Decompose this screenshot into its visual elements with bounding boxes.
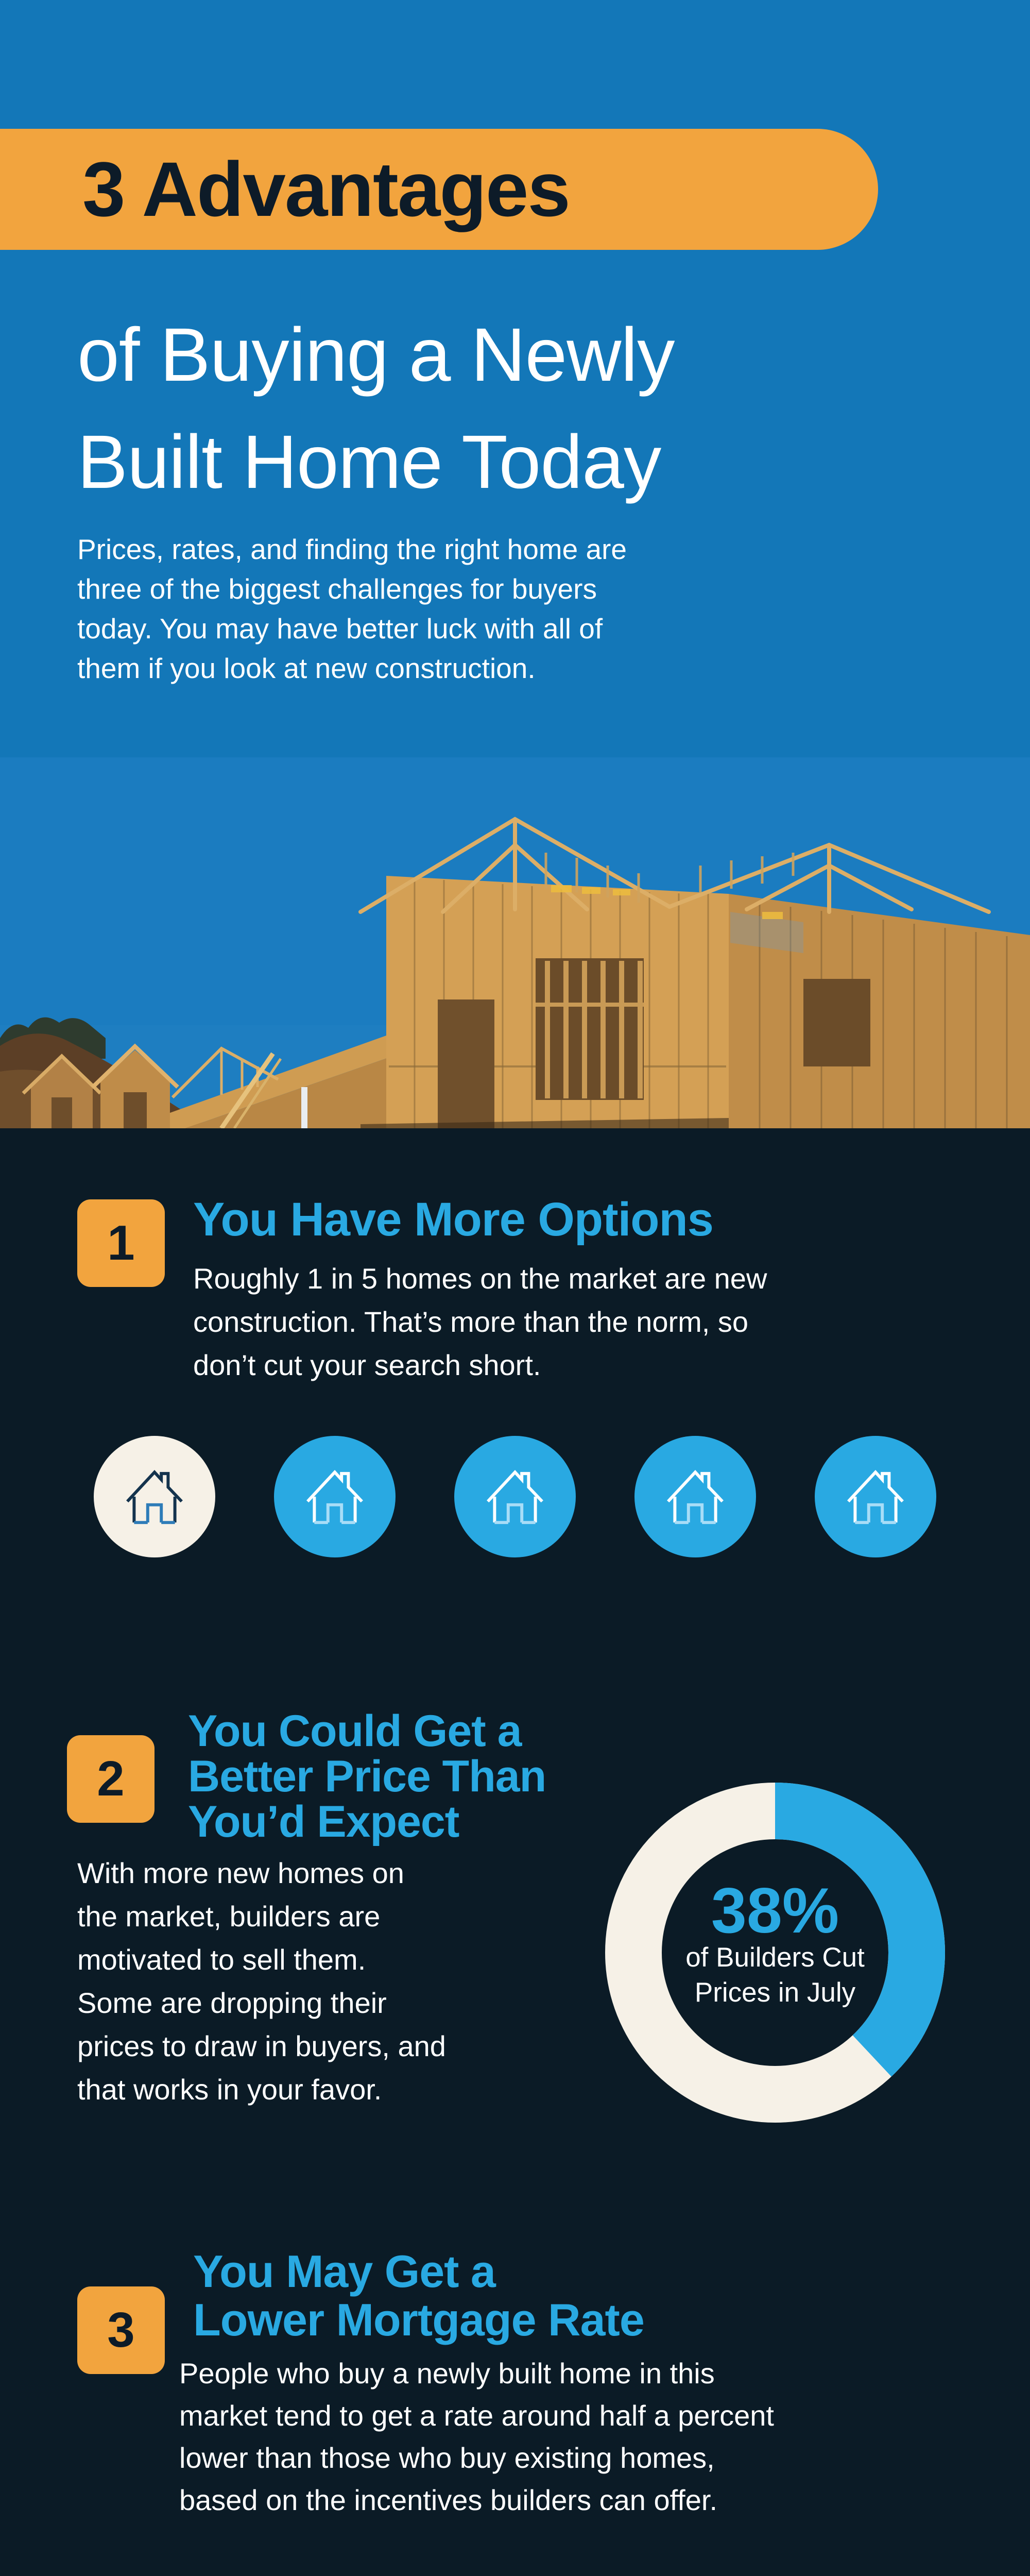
- section-1-heading: You Have More Options: [193, 1193, 714, 1246]
- house-icon: [306, 1470, 363, 1524]
- section-1-body-line: Roughly 1 in 5 homes on the market are n…: [193, 1262, 767, 1295]
- page-title: of Buying a Newly Built Home Today: [77, 301, 675, 516]
- section-3-heading: You May Get a Lower Mortgage Rate: [193, 2246, 645, 2345]
- one-in-five-homes-graphic: [94, 1436, 936, 1557]
- home-circle-highlighted: [94, 1436, 215, 1557]
- section-3-heading-line: You May Get a: [193, 2246, 496, 2297]
- donut-value: 38%: [711, 1875, 839, 1946]
- builders-cut-prices-donut-chart: [605, 1783, 945, 2123]
- section-3-body-line: market tend to get a rate around half a …: [179, 2399, 774, 2432]
- donut-caption-line: of Builders Cut: [685, 1942, 865, 1973]
- house-icon: [487, 1470, 543, 1524]
- section-2-body-line: Some are dropping their: [77, 1987, 387, 2019]
- construction-scene: [0, 757, 1030, 1130]
- section-2-heading-line: You’d Expect: [188, 1797, 459, 1846]
- title-badge: [0, 129, 878, 250]
- section-2-body-line: prices to draw in buyers, and: [77, 2030, 446, 2062]
- section-1-body-line: construction. That’s more than the norm,…: [193, 1306, 749, 1338]
- section-2-number-badge: 2: [67, 1735, 154, 1823]
- construction-photo: [0, 757, 1030, 1130]
- home-circle: [274, 1436, 396, 1557]
- home-circle: [634, 1436, 756, 1557]
- section-2-body-line: With more new homes on: [77, 1857, 404, 1889]
- intro-line: three of the biggest challenges for buye…: [77, 573, 597, 605]
- house-icon: [667, 1470, 724, 1524]
- section-3-body: People who buy a newly built home in thi…: [179, 2352, 774, 2521]
- title-badge-text: 3 Advantages: [82, 146, 571, 232]
- hero-section: [0, 0, 1030, 757]
- intro-line: today. You may have better luck with all…: [77, 613, 603, 645]
- house-icon: [847, 1470, 904, 1524]
- section-2-body-line: that works in your favor.: [77, 2073, 382, 2106]
- donut-segment: [605, 1783, 945, 2123]
- section-2-heading: You Could Get a Better Price Than You’d …: [188, 1708, 546, 1844]
- donut-caption-line: Prices in July: [694, 1977, 856, 2008]
- donut-caption: of Builders Cut Prices in July: [595, 1940, 955, 2010]
- section-2-heading-line: You Could Get a: [188, 1706, 522, 1756]
- section-2-body: With more new homes on the market, build…: [77, 1852, 446, 2111]
- section-3-number-badge: 3: [77, 2286, 165, 2374]
- section-3-heading-line: Lower Mortgage Rate: [193, 2294, 645, 2345]
- section-3-body-line: based on the incentives builders can off…: [179, 2484, 717, 2516]
- section-3-body-line: lower than those who buy existing homes,: [179, 2442, 715, 2474]
- house-icon: [126, 1470, 183, 1524]
- section-2-heading-line: Better Price Than: [188, 1752, 546, 1801]
- section-1-body-line: don’t cut your search short.: [193, 1349, 541, 1381]
- section-1-number-badge: 1: [77, 1199, 165, 1287]
- section-2-body-line: the market, builders are: [77, 1900, 381, 1933]
- intro-line: Prices, rates, and finding the right hom…: [77, 533, 627, 565]
- section-3-body-line: People who buy a newly built home in thi…: [179, 2357, 715, 2389]
- page-title-line: of Buying a Newly: [77, 313, 675, 397]
- section-1-body: Roughly 1 in 5 homes on the market are n…: [193, 1257, 767, 1387]
- intro-line: them if you look at new construction.: [77, 652, 536, 684]
- section-2-body-line: motivated to sell them.: [77, 1943, 366, 1976]
- home-circle: [454, 1436, 576, 1557]
- home-circle: [815, 1436, 936, 1557]
- page-title-line: Built Home Today: [77, 420, 661, 504]
- intro-paragraph: Prices, rates, and finding the right hom…: [77, 530, 627, 688]
